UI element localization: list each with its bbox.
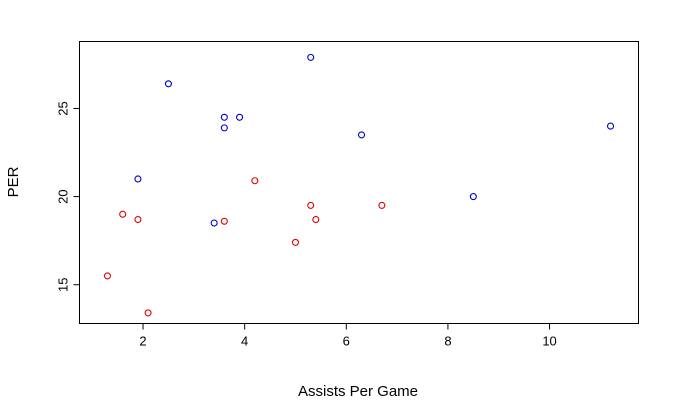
data-point (251, 177, 259, 185)
x-tick-label: 10 (542, 334, 556, 349)
data-point (307, 201, 315, 209)
data-point (291, 238, 300, 246)
data-point (220, 124, 228, 132)
data-point (312, 215, 320, 224)
data-point (220, 113, 228, 121)
data-point (220, 217, 228, 225)
data-point (144, 309, 152, 317)
y-axis: 15 20 25 (56, 101, 80, 292)
x-axis-title: Assists Per Game (298, 383, 418, 400)
x-tick-label: 6 (343, 334, 350, 349)
y-tick-label: 20 (56, 189, 71, 203)
data-point (210, 219, 218, 227)
data-point (378, 201, 386, 209)
data-point (307, 53, 315, 61)
data-point (606, 122, 615, 130)
x-tick-label: 8 (444, 334, 451, 349)
y-tick-label: 15 (56, 277, 71, 291)
data-point (357, 131, 366, 139)
y-tick-label: 25 (56, 101, 71, 115)
plot-frame (79, 41, 639, 324)
data-point (469, 193, 477, 201)
data-point (236, 113, 244, 121)
x-tick-label: 4 (241, 334, 248, 349)
data-point (103, 272, 111, 280)
data-point (164, 80, 172, 88)
y-axis-title: PER (5, 166, 22, 197)
data-point (119, 210, 127, 218)
x-axis: 2 4 6 8 10 (139, 323, 557, 349)
data-point (134, 175, 142, 183)
data-points (103, 53, 615, 317)
data-point (134, 215, 142, 224)
x-tick-label: 2 (139, 334, 146, 349)
